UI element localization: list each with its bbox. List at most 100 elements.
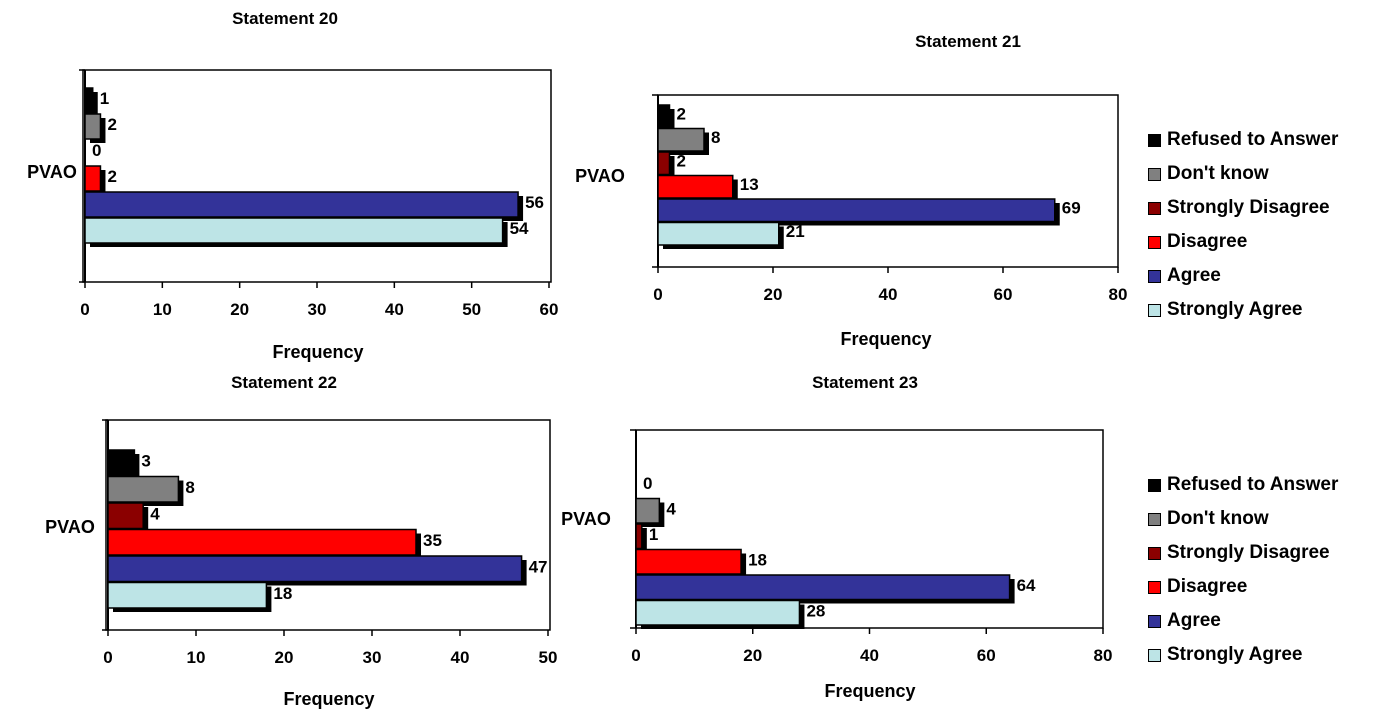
data-label: 4 — [666, 499, 676, 518]
chart-title: Statement 22 — [231, 373, 337, 392]
x-tick-label: 60 — [994, 285, 1013, 304]
legend-item: Strongly Disagree — [1148, 536, 1338, 570]
bar-don-t-know — [657, 127, 705, 152]
x-tick-label: 50 — [462, 300, 481, 319]
plot-frame — [105, 419, 551, 631]
data-label: 2 — [107, 167, 116, 186]
bar-strongly-disagree — [635, 523, 643, 550]
bar-refused-to-answer — [84, 87, 94, 114]
x-axis-label: Frequency — [824, 681, 915, 701]
data-label: 28 — [806, 601, 825, 620]
chart-title: Statement 20 — [232, 9, 338, 28]
legend-label: Disagree — [1167, 231, 1248, 252]
x-tick-label: 20 — [230, 300, 249, 319]
bar-don-t-know — [635, 497, 661, 524]
x-tick-label: 10 — [187, 648, 206, 667]
bar-disagree — [84, 165, 102, 192]
legend-item: Refused to Answer — [1148, 123, 1338, 157]
x-tick-label: 10 — [153, 300, 172, 319]
bar-disagree — [107, 528, 417, 556]
legend-label: Strongly Disagree — [1167, 197, 1330, 218]
bar-agree — [657, 198, 1056, 223]
data-label: 35 — [423, 531, 442, 550]
legend-item: Strongly Disagree — [1148, 191, 1338, 225]
plot-frame — [82, 69, 552, 283]
x-axis-label: Frequency — [272, 342, 363, 362]
bar-agree — [107, 555, 523, 583]
bar-shadow — [90, 92, 98, 117]
x-tick-label: 40 — [879, 285, 898, 304]
chart-statement-22: Statement 22 PVAO Frequency 0 10 20 30 40 50 3 8 4 3… — [45, 373, 557, 709]
data-label: 2 — [677, 105, 686, 124]
data-label: 47 — [529, 557, 548, 576]
legend-swatch — [1148, 648, 1161, 662]
data-label: 69 — [1062, 199, 1081, 218]
x-tick-label: 60 — [540, 300, 559, 319]
bar-don-t-know — [84, 113, 102, 140]
bar-shadow — [641, 528, 647, 553]
legend-item: Agree — [1148, 604, 1338, 638]
legend-swatch — [1148, 512, 1161, 526]
legend-top: Refused to Answer Don't know Strongly Disa… — [1148, 123, 1338, 327]
data-label: 0 — [92, 141, 101, 160]
data-label: 18 — [273, 584, 292, 603]
bar-agree — [635, 574, 1011, 601]
bar-strongly-agree — [107, 581, 268, 609]
x-tick-label: 80 — [1094, 646, 1113, 665]
chart-title: Statement 21 — [915, 32, 1021, 51]
legend-item: Disagree — [1148, 225, 1338, 259]
data-label: 2 — [677, 152, 686, 171]
x-axis-label: Frequency — [840, 329, 931, 349]
x-tick-label: 50 — [539, 648, 558, 667]
data-label: 8 — [711, 128, 720, 147]
category-label: PVAO — [575, 166, 625, 186]
legend-swatch — [1148, 478, 1161, 492]
legend-swatch — [1148, 133, 1161, 147]
legend-item: Disagree — [1148, 570, 1338, 604]
category-label: PVAO — [561, 509, 611, 529]
legend-label: Don't know — [1167, 508, 1269, 529]
bar-disagree — [635, 548, 742, 575]
legend-label: Strongly Agree — [1167, 644, 1303, 665]
x-tick-label: 0 — [631, 646, 640, 665]
legend-label: Disagree — [1167, 576, 1248, 597]
x-tick-label: 20 — [764, 285, 783, 304]
x-tick-label: 30 — [363, 648, 382, 667]
legend-swatch — [1148, 201, 1161, 215]
bar-strongly-agree — [635, 599, 801, 626]
x-axis-label: Frequency — [283, 689, 374, 709]
bar-refused-to-answer — [107, 449, 136, 477]
data-label: 64 — [1017, 576, 1036, 595]
bar-agree — [84, 191, 519, 218]
data-label: 1 — [649, 525, 658, 544]
data-label: 8 — [185, 478, 194, 497]
bar-strongly-disagree — [657, 151, 671, 176]
legend-swatch — [1148, 614, 1161, 628]
data-label: 18 — [748, 550, 767, 569]
legend-item: Refused to Answer — [1148, 468, 1338, 502]
chart-statement-21: Statement 21 PVAO Frequency 0 20 40 60 80 2 8 2 13 6… — [575, 32, 1127, 349]
data-label: 3 — [141, 451, 150, 470]
x-tick-label: 0 — [80, 300, 89, 319]
legend-bottom: Refused to Answer Don't know Strongly Disa… — [1148, 468, 1338, 672]
x-tick-label: 40 — [451, 648, 470, 667]
data-label: 1 — [100, 89, 109, 108]
bar-strongly-agree — [84, 217, 504, 244]
bar-disagree — [657, 174, 734, 199]
bar-refused-to-answer — [657, 104, 671, 129]
x-tick-label: 80 — [1109, 285, 1128, 304]
data-label: 13 — [740, 175, 759, 194]
legend-item: Strongly Agree — [1148, 638, 1338, 672]
data-label: 4 — [150, 504, 160, 523]
x-tick-label: 30 — [308, 300, 327, 319]
legend-swatch — [1148, 167, 1161, 181]
x-tick-label: 0 — [653, 285, 662, 304]
x-tick-label: 0 — [103, 648, 112, 667]
legend-item: Don't know — [1148, 502, 1338, 536]
legend-label: Don't know — [1167, 163, 1269, 184]
legend-swatch — [1148, 303, 1161, 317]
category-label: PVAO — [27, 162, 77, 182]
